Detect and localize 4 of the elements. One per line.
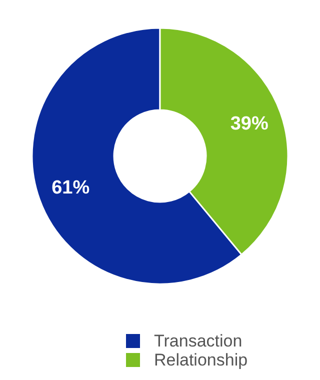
legend-label: Relationship (154, 350, 248, 370)
legend-label: Transaction (154, 332, 242, 350)
data-label: 39% (230, 113, 268, 134)
data-label: 61% (52, 178, 90, 199)
